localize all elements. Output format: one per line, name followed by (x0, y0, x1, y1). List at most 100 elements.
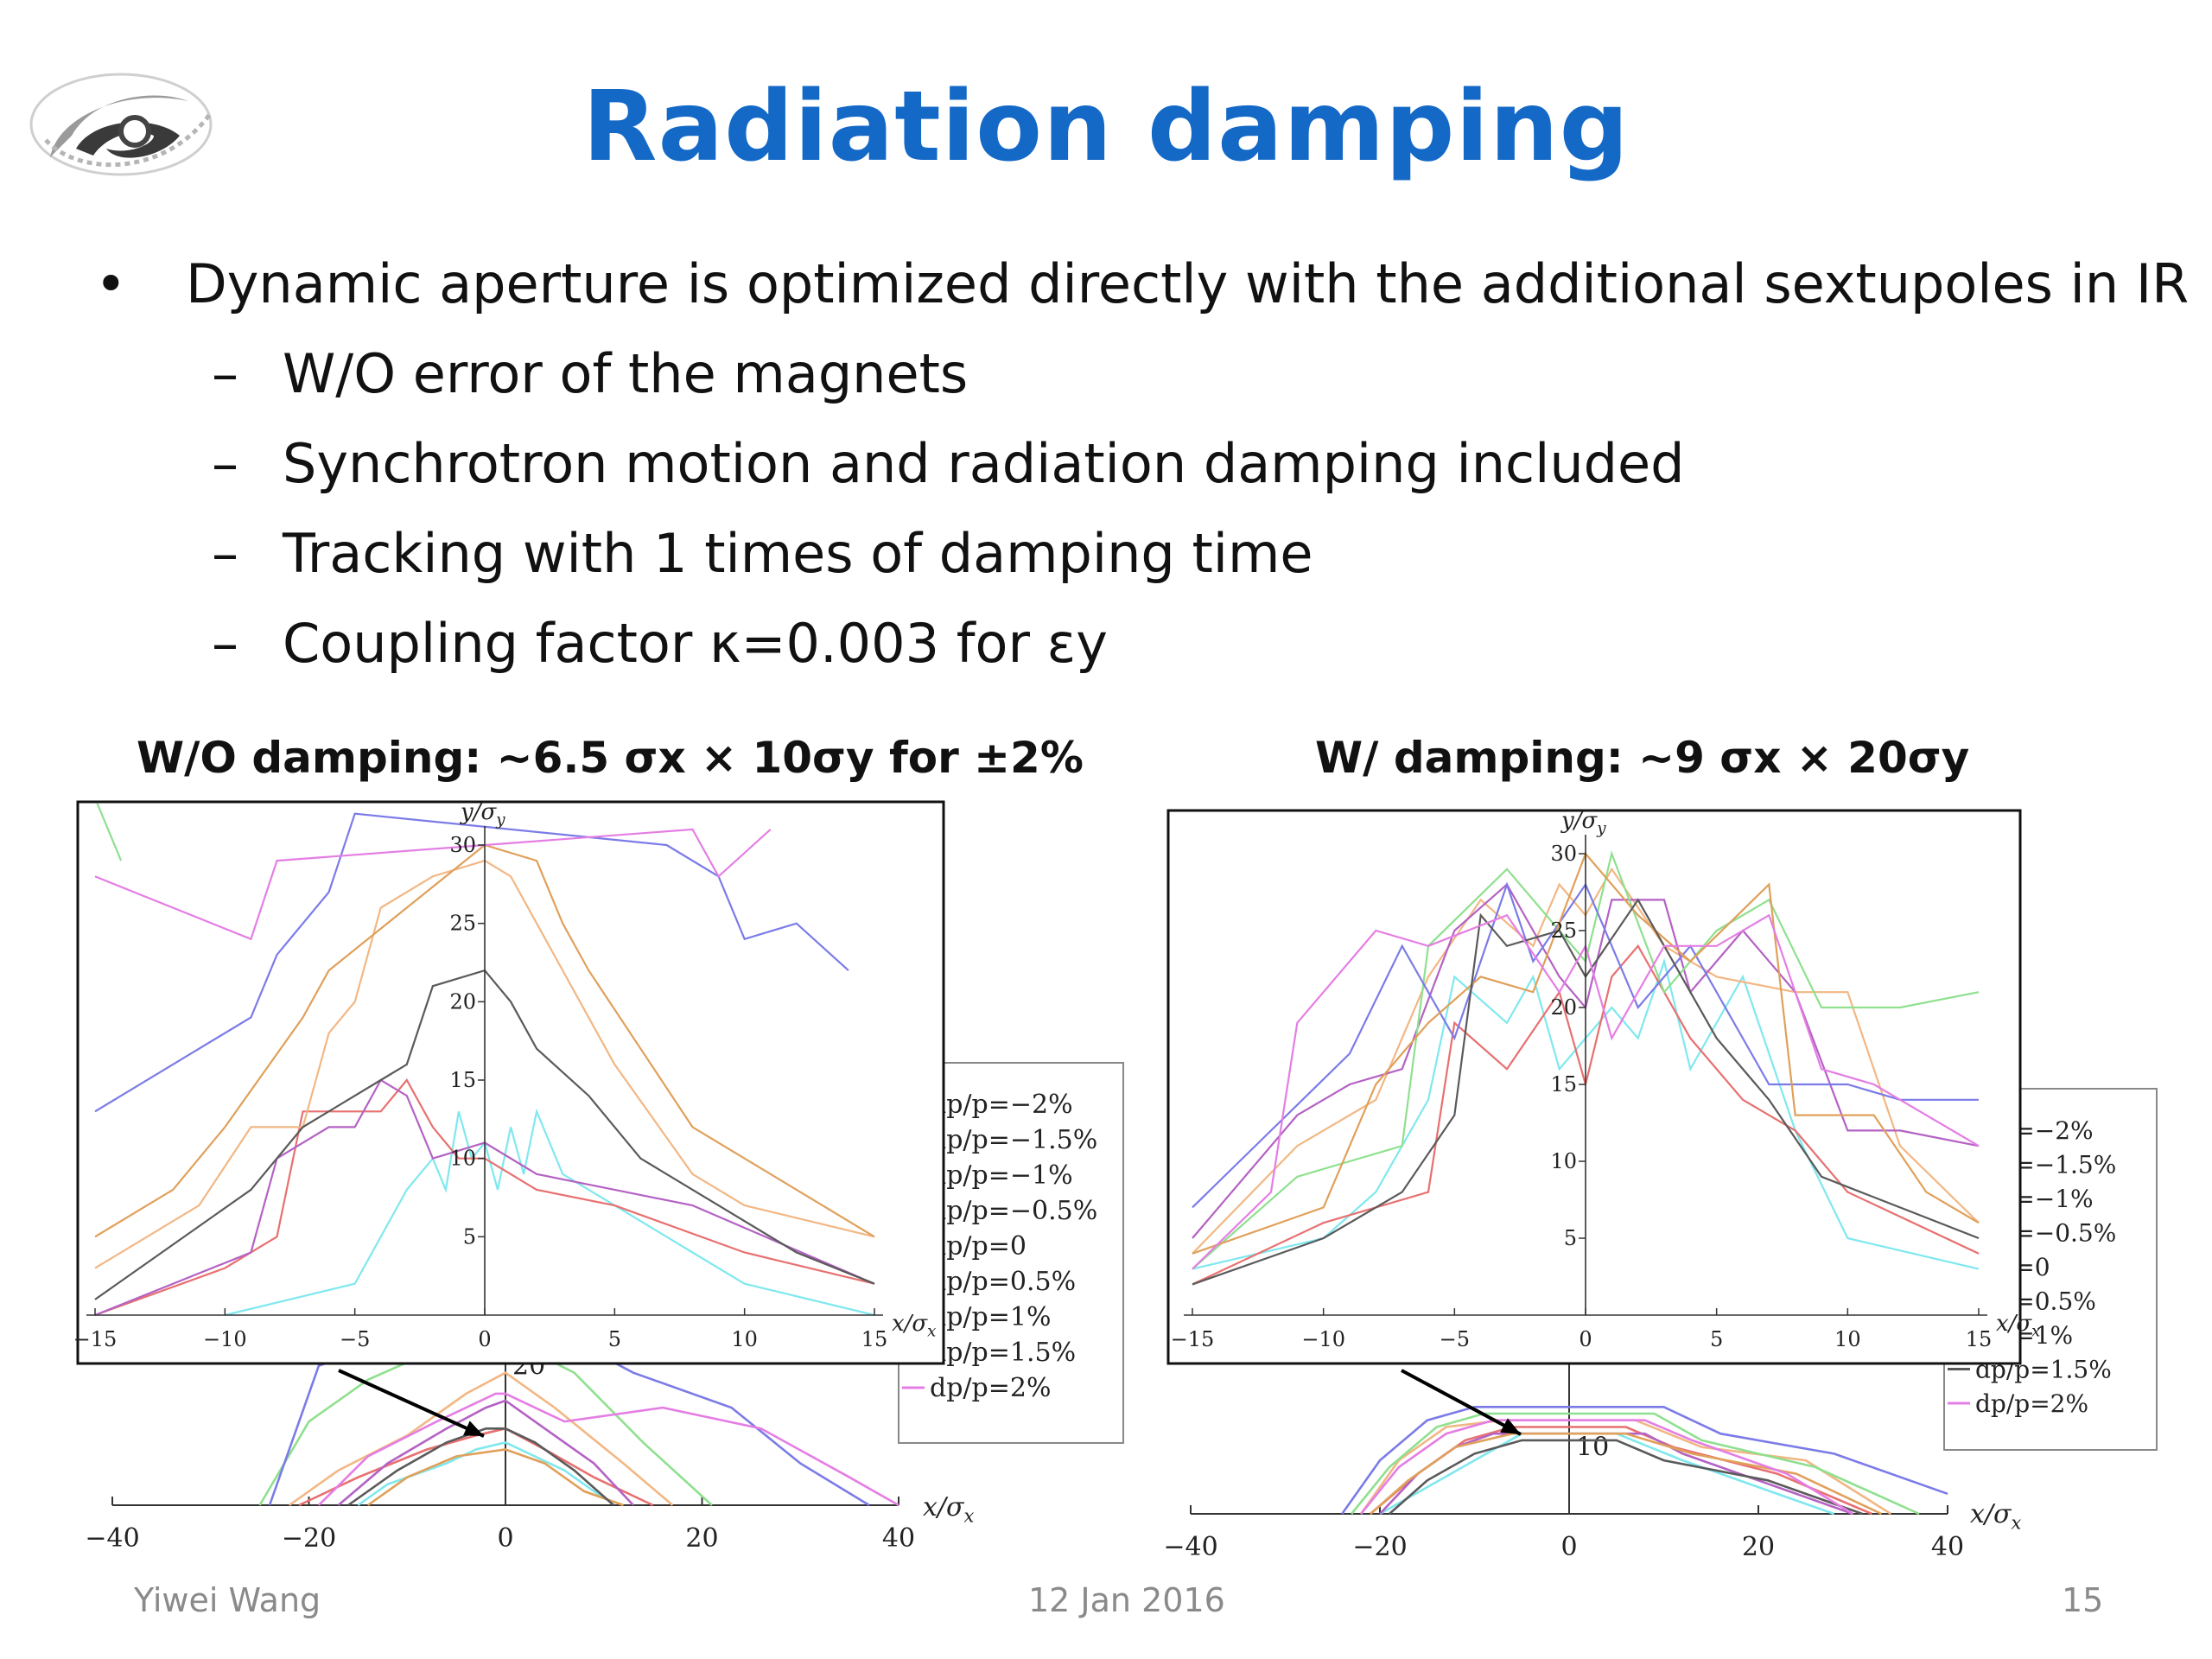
inset-x-tick-label: 0 (1579, 1327, 1592, 1351)
legend-entry-6: dp/p=0.5% (930, 1267, 1076, 1297)
legend-entry-2: dp/p=−1.5% (930, 1125, 1097, 1155)
main-x-tick-label: −20 (1352, 1532, 1407, 1562)
main-series-3-line (289, 1371, 674, 1507)
inset-x-tick-label: 15 (1966, 1327, 1993, 1351)
inset-series-group (94, 804, 875, 1317)
right-main-plot: −40 −20 0 20 40 10 x/σx (1163, 1313, 2022, 1562)
inset-frame (76, 800, 945, 1365)
right-chart-caption: W/ damping: ~9 σx × 20σy (1315, 733, 1970, 783)
inset-x-tick-label: 10 (1834, 1327, 1861, 1351)
inset-y-axis-label: y/σy (1560, 808, 1606, 838)
main-bullet-text: Dynamic aperture is optimized directly w… (186, 252, 2190, 315)
inset-x-tick-label: 0 (478, 1327, 491, 1351)
right-inset-plot: −15 −10 −5 0 5 10 15 5 10 15 20 25 30 y/σy x/σx (1166, 808, 2040, 1365)
sub-bullet-text: W/O error of the magnets (283, 342, 969, 405)
dash-symbol: – (212, 432, 238, 495)
inset-y-tick-label: 20 (449, 989, 476, 1014)
main-series-8-line (1389, 1439, 1863, 1516)
main-series-9-line (1360, 1419, 1854, 1516)
inset-series-1-line (225, 1108, 875, 1317)
inset-y-tick-label: 25 (449, 912, 476, 936)
main-x-tick-label: −20 (282, 1523, 336, 1554)
inset-x-tick-label: 10 (731, 1327, 758, 1351)
institute-logo (29, 73, 213, 176)
main-series-1-line (357, 1441, 605, 1507)
dash-symbol: – (212, 522, 238, 585)
inset-frame (1166, 809, 2022, 1365)
left-legend: dp/p=−2% dp/p=−1.5% dp/p=−1% dp/p=−0.5% dp/p… (898, 1062, 1124, 1444)
main-series-7-line (1370, 1432, 1882, 1516)
main-series-2-line (298, 1427, 654, 1507)
legend-entry-4: dp/p=−0.5% (930, 1196, 1097, 1226)
inset-y-tick-label: 10 (1550, 1149, 1577, 1173)
inset-y-tick-label: 30 (1550, 842, 1577, 866)
sub-bullet-text: Tracking with 1 times of damping time (283, 522, 1313, 585)
inset-series-6-line (94, 812, 849, 1113)
main-y-tick-label: 10 (1576, 1433, 1609, 1463)
slide-title: Radiation damping (582, 71, 1630, 183)
main-x-tick-label: 20 (685, 1523, 718, 1554)
legend-entry-9: dp/p=2% (930, 1373, 1051, 1403)
left-chart-caption: W/O damping: ~6.5 σx × 10σy for ±2% (137, 733, 1084, 783)
inset-x-tick-label: −10 (203, 1327, 247, 1351)
inset-series-4-line (1192, 882, 1980, 1239)
legend-entry-8: dp/p=1.5% (930, 1338, 1076, 1368)
inset-y-tick-label: 10 (449, 1147, 476, 1171)
inset-y-tick-label: 25 (1550, 918, 1577, 943)
inset-series-7-line (94, 843, 875, 1238)
inset-series-5-line (96, 804, 123, 861)
dash-symbol: – (212, 342, 238, 405)
inset-y-tick-label: 20 (1550, 995, 1577, 1020)
inset-x-tick-label: −5 (340, 1327, 370, 1351)
inset-x-tick-label: 15 (861, 1327, 888, 1351)
zoom-arrow-line (1401, 1369, 1522, 1436)
main-series-8-line (347, 1427, 614, 1507)
inset-series-7-line (1192, 851, 1980, 1255)
footer-date: 12 Jan 2016 (1028, 1581, 1225, 1619)
inset-series-3-line (94, 859, 875, 1269)
footer-author: Yiwei Wang (134, 1581, 321, 1619)
dash-symbol: – (212, 612, 238, 675)
sub-bullet-text: Coupling factor κ=0.003 for εy (283, 612, 1108, 675)
legend-entry-9: dp/p=2% (1975, 1389, 2088, 1418)
legend-entry-5: dp/p=0 (930, 1231, 1027, 1262)
main-x-tick-label: −40 (85, 1523, 139, 1554)
zoom-arrow-line (338, 1369, 485, 1438)
main-x-tick-label: 40 (882, 1523, 915, 1554)
inset-x-tick-label: 5 (1710, 1327, 1723, 1351)
inset-x-tick-label: −15 (1171, 1327, 1215, 1351)
legend-entry-1: dp/p=−2% (930, 1090, 1073, 1120)
inset-x-tick-label: −10 (1301, 1327, 1345, 1351)
main-series-6-line (1341, 1405, 1948, 1515)
legend-entry-3: dp/p=−1% (930, 1160, 1073, 1191)
inset-x-tick-label: −5 (1440, 1327, 1470, 1351)
main-x-tick-label: 0 (497, 1523, 513, 1554)
inset-y-tick-label: 15 (449, 1068, 476, 1092)
inset-x-axis-label: x/σx (892, 1311, 936, 1341)
main-series-7-line (367, 1448, 624, 1507)
legend-entry-7: dp/p=1% (930, 1302, 1051, 1332)
inset-y-tick-label: 15 (1550, 1072, 1577, 1096)
inset-series-8-line (94, 969, 875, 1300)
bullet-symbol: • (95, 252, 127, 315)
inset-x-tick-label: 5 (608, 1327, 621, 1351)
zoom-arrow-head (1500, 1418, 1521, 1434)
main-x-tick-label: 0 (1560, 1532, 1577, 1562)
inset-x-axis-label: x/σx (1996, 1311, 2040, 1341)
inset-y-axis-label: y/σy (460, 799, 505, 830)
footer-page-number: 15 (2062, 1581, 2104, 1619)
main-x-axis-label: x/σx (1970, 1499, 2022, 1534)
main-series-5-line (1351, 1412, 1920, 1516)
inset-y-tick-label: 5 (463, 1224, 476, 1249)
inset-y-tick-label: 5 (1564, 1226, 1577, 1250)
inset-x-tick-label: −15 (73, 1327, 118, 1351)
main-series-9-line (317, 1392, 899, 1507)
main-x-tick-label: −40 (1163, 1532, 1217, 1562)
inset-series-2-line (94, 1078, 875, 1317)
left-inset-plot: −15 −10 −5 0 5 10 15 5 10 15 20 25 30 y/σy x/σx (73, 799, 945, 1365)
sub-bullet-text: Synchrotron motion and radiation damping… (283, 432, 1685, 495)
main-series-4-line (337, 1399, 634, 1506)
main-x-tick-label: 40 (1931, 1532, 1964, 1562)
